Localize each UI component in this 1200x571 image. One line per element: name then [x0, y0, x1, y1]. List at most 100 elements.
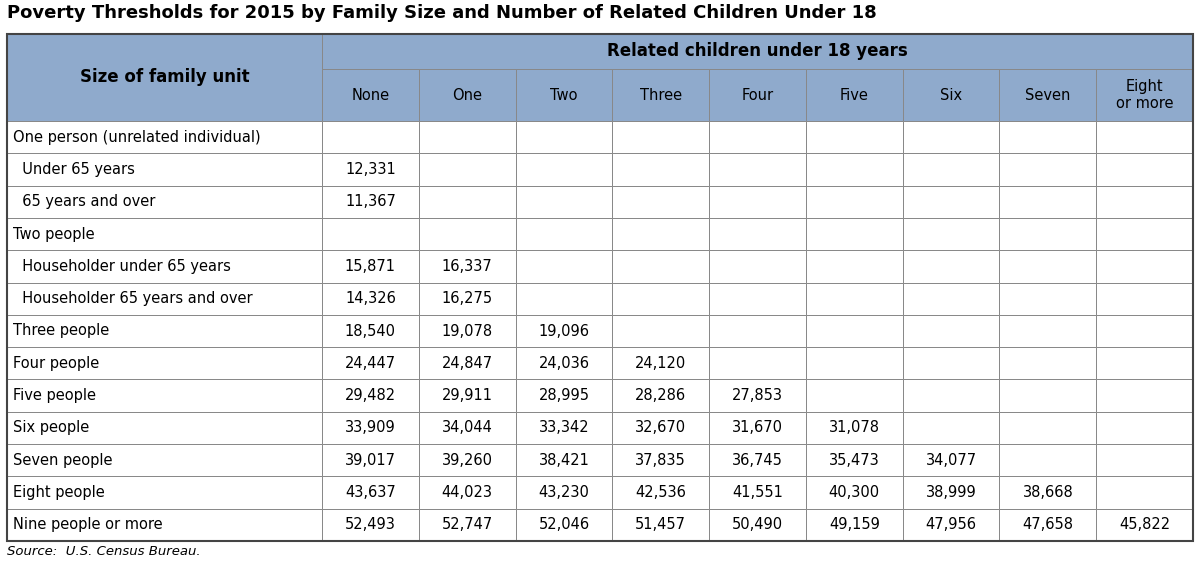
Bar [419, 509, 516, 541]
Bar [612, 347, 709, 380]
Bar [902, 476, 1000, 509]
Bar [7, 186, 322, 218]
Text: 31,670: 31,670 [732, 420, 784, 436]
Bar [516, 315, 612, 347]
Bar [1097, 121, 1193, 153]
Bar [516, 186, 612, 218]
Bar [709, 69, 806, 121]
Bar [612, 509, 709, 541]
Bar [806, 69, 902, 121]
Bar [7, 34, 322, 121]
Bar [806, 347, 902, 380]
Bar [709, 444, 806, 476]
Bar [1097, 315, 1193, 347]
Bar [1000, 347, 1097, 380]
Bar [516, 412, 612, 444]
Bar [419, 186, 516, 218]
Bar [419, 121, 516, 153]
Bar [419, 218, 516, 250]
Bar [806, 153, 902, 186]
Text: 38,999: 38,999 [925, 485, 977, 500]
Bar [1000, 69, 1097, 121]
Text: Seven people: Seven people [13, 453, 113, 468]
Text: 47,658: 47,658 [1022, 517, 1073, 532]
Text: 29,911: 29,911 [442, 388, 493, 403]
Bar [1097, 412, 1193, 444]
Text: Four people: Four people [13, 356, 100, 371]
Text: 33,909: 33,909 [346, 420, 396, 436]
Bar [902, 412, 1000, 444]
Bar [612, 476, 709, 509]
Text: None: None [352, 87, 390, 103]
Text: Eight people: Eight people [13, 485, 104, 500]
Text: 52,046: 52,046 [539, 517, 589, 532]
Bar [612, 218, 709, 250]
Bar [1000, 250, 1097, 283]
Bar [1000, 186, 1097, 218]
Text: Five people: Five people [13, 388, 96, 403]
Text: 52,747: 52,747 [442, 517, 493, 532]
Text: 16,275: 16,275 [442, 291, 493, 306]
Bar [806, 283, 902, 315]
Text: 44,023: 44,023 [442, 485, 493, 500]
Text: 52,493: 52,493 [344, 517, 396, 532]
Bar [709, 186, 806, 218]
Bar [516, 476, 612, 509]
Bar [7, 315, 322, 347]
Text: Size of family unit: Size of family unit [79, 69, 250, 86]
Text: Three: Three [640, 87, 682, 103]
Bar [322, 412, 419, 444]
Bar [419, 347, 516, 380]
Bar [1000, 412, 1097, 444]
Bar [709, 509, 806, 541]
Text: 19,078: 19,078 [442, 324, 493, 339]
Bar [1000, 283, 1097, 315]
Bar [516, 69, 612, 121]
Text: 24,120: 24,120 [635, 356, 686, 371]
Bar [902, 315, 1000, 347]
Text: One: One [452, 87, 482, 103]
Bar [419, 444, 516, 476]
Bar [612, 121, 709, 153]
Bar [902, 121, 1000, 153]
Bar [709, 153, 806, 186]
Bar [516, 250, 612, 283]
Bar [806, 412, 902, 444]
Text: 43,637: 43,637 [346, 485, 396, 500]
Bar [1000, 315, 1097, 347]
Bar [1000, 121, 1097, 153]
Bar [7, 444, 322, 476]
Text: 28,286: 28,286 [635, 388, 686, 403]
Bar [322, 186, 419, 218]
Text: 16,337: 16,337 [442, 259, 492, 274]
Text: Six: Six [940, 87, 962, 103]
Text: 39,017: 39,017 [344, 453, 396, 468]
Text: 15,871: 15,871 [344, 259, 396, 274]
Bar [1097, 153, 1193, 186]
Text: 35,473: 35,473 [829, 453, 880, 468]
Bar [7, 380, 322, 412]
Bar [1000, 153, 1097, 186]
Bar [709, 250, 806, 283]
Bar [902, 347, 1000, 380]
Bar [7, 347, 322, 380]
Bar [612, 380, 709, 412]
Text: 19,096: 19,096 [539, 324, 589, 339]
Text: 34,044: 34,044 [442, 420, 493, 436]
Bar [612, 315, 709, 347]
Text: 45,822: 45,822 [1120, 517, 1170, 532]
Bar [902, 380, 1000, 412]
Bar [902, 218, 1000, 250]
Bar [902, 153, 1000, 186]
Bar [322, 347, 419, 380]
Text: Eight
or more: Eight or more [1116, 79, 1174, 111]
Bar [419, 315, 516, 347]
Bar [322, 509, 419, 541]
Bar [1000, 218, 1097, 250]
Bar [806, 121, 902, 153]
Bar [612, 186, 709, 218]
Bar [1000, 380, 1097, 412]
Bar [612, 412, 709, 444]
Bar [709, 121, 806, 153]
Bar [516, 218, 612, 250]
